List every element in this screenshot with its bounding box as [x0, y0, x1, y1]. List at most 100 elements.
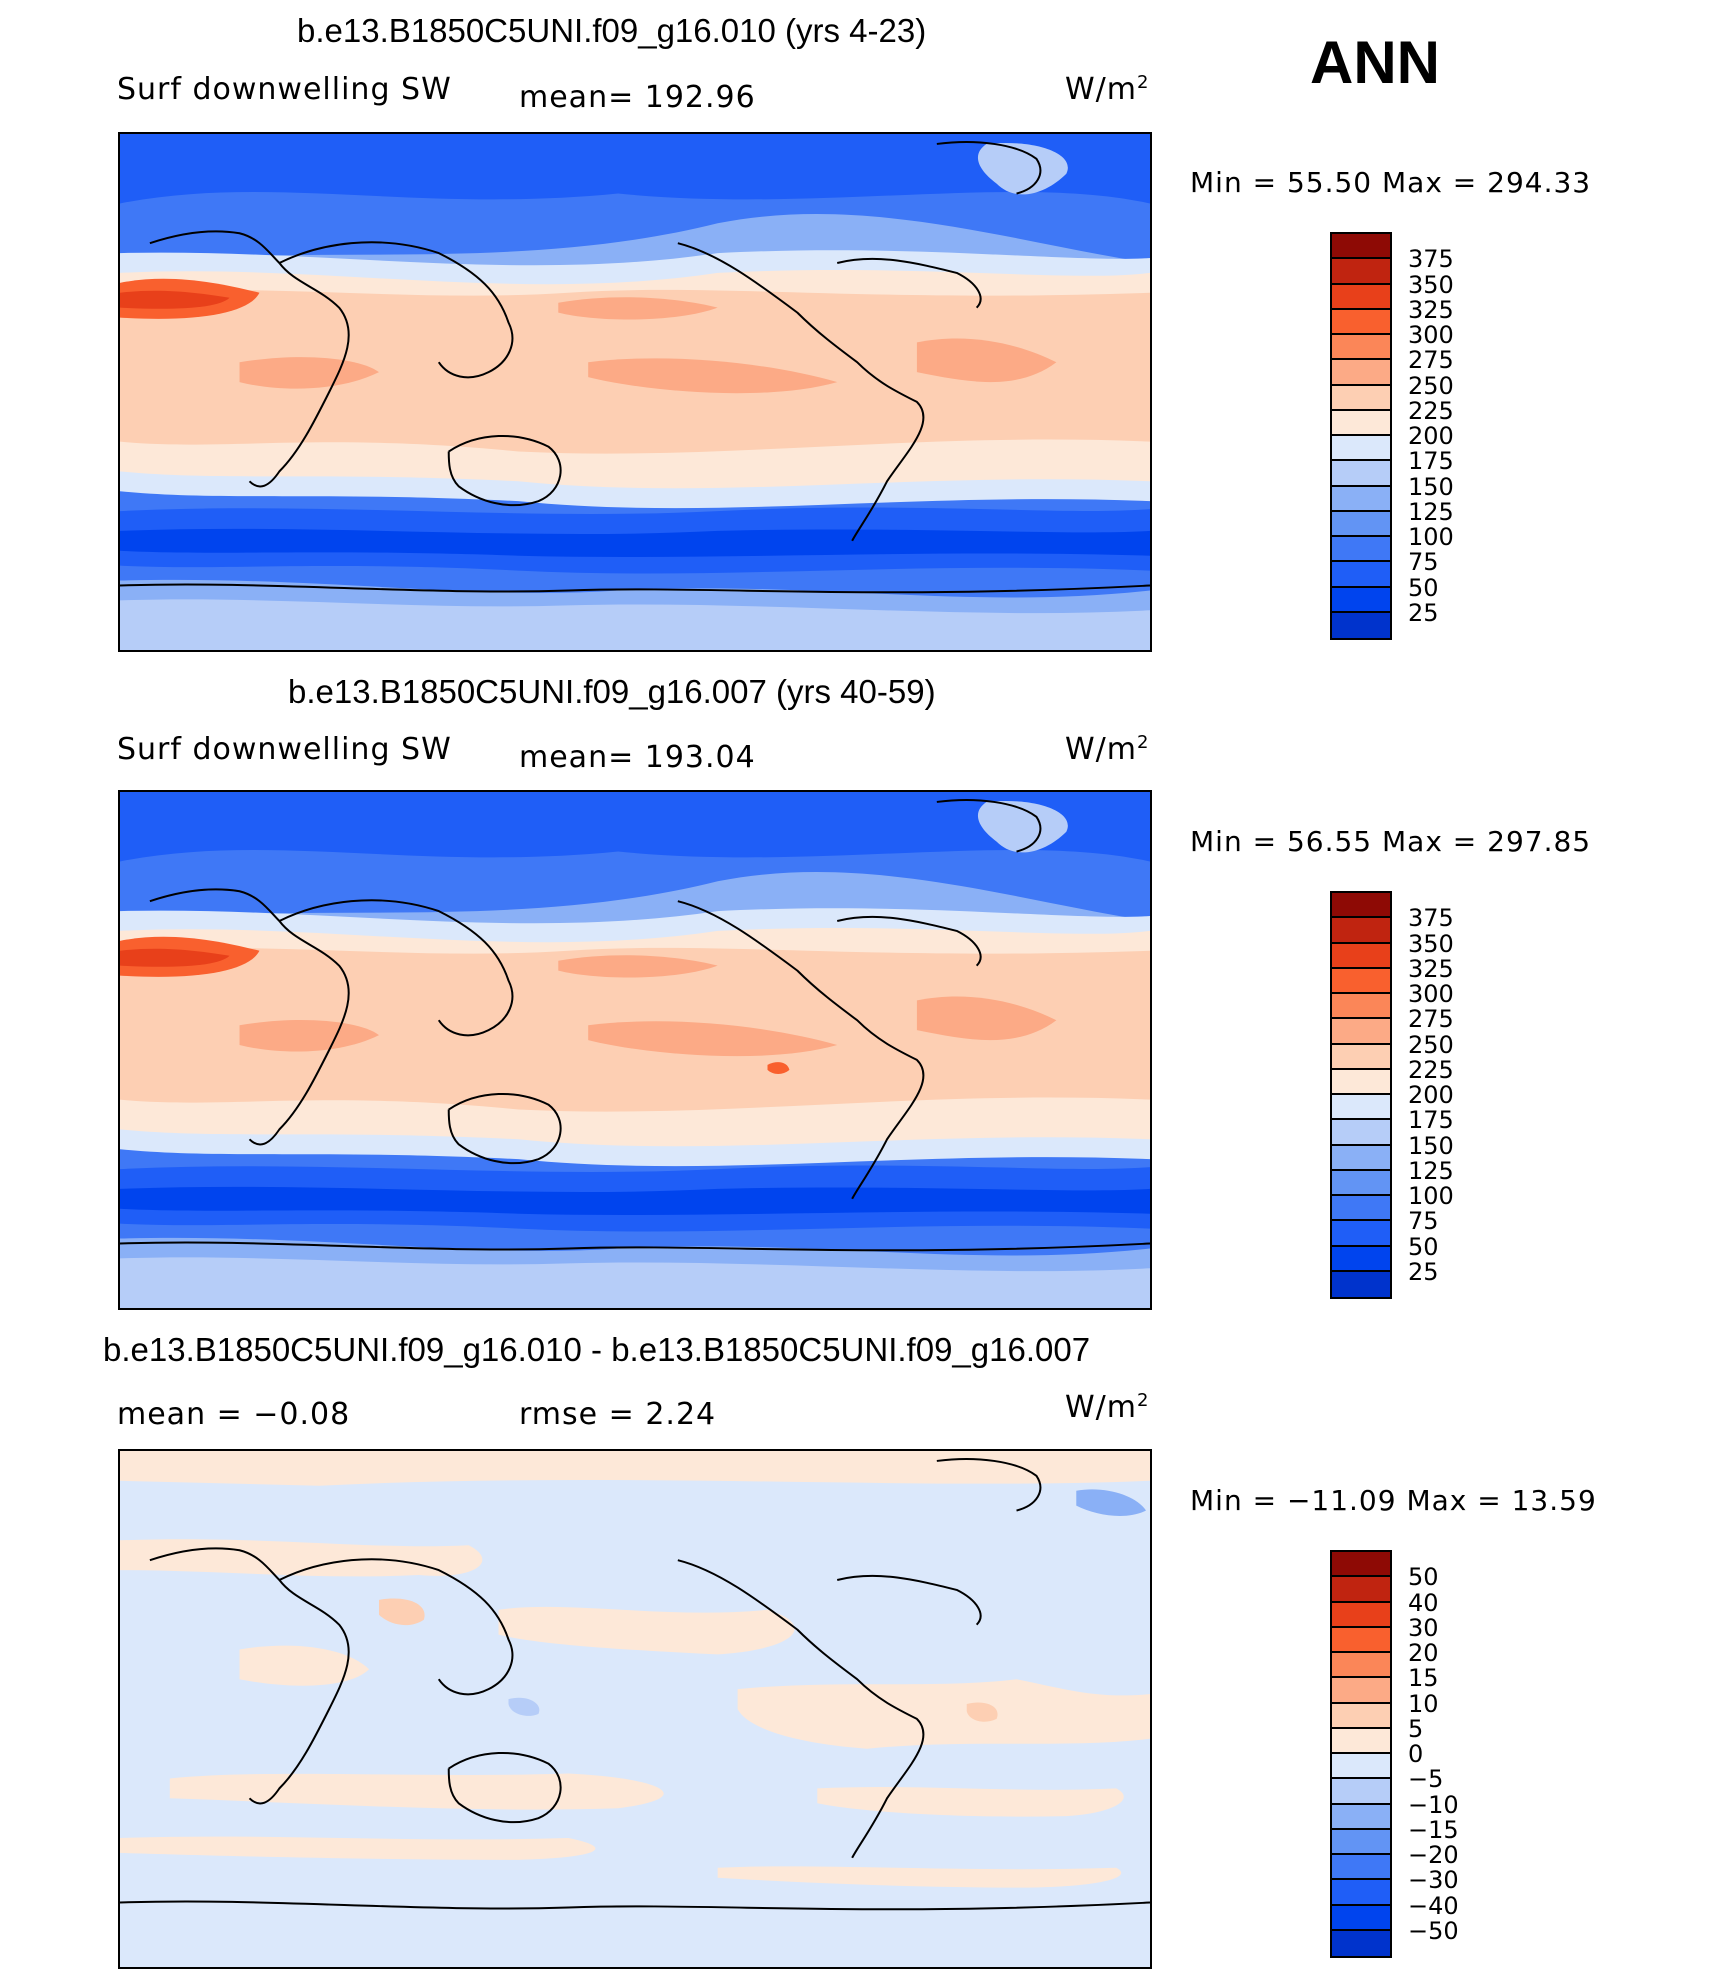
panel-2-min-max: Min = 56.55 Max = 297.85: [1190, 825, 1592, 858]
colorbar-tick-label: 30: [1408, 1613, 1439, 1642]
colorbar-swatch: [1332, 360, 1390, 386]
colorbar-tick-label: 0: [1408, 1740, 1424, 1768]
colorbar-swatch: [1332, 1246, 1390, 1272]
colorbar-tick-label: −20: [1408, 1841, 1459, 1869]
colorbar-tick-label: 15: [1408, 1664, 1439, 1693]
panel-2-map: [118, 790, 1152, 1310]
panel-1-title: b.e13.B1850C5UNI.f09_g16.010 (yrs 4-23): [297, 12, 927, 49]
colorbar-tick-label: 150: [1408, 472, 1454, 501]
panel-2-colorbar: [1330, 891, 1392, 1299]
colorbar-tick-label: 100: [1408, 523, 1454, 551]
colorbar-tick-label: 175: [1408, 447, 1454, 476]
panel-3-rmse: rmse = 2.24: [519, 1397, 717, 1432]
colorbar-tick-label: 350: [1408, 270, 1454, 299]
colorbar-swatch: [1332, 1271, 1390, 1297]
colorbar-swatch: [1332, 1069, 1390, 1095]
colorbar-tick-label: −15: [1408, 1815, 1459, 1844]
colorbar-swatch: [1332, 1728, 1390, 1754]
colorbar-swatch: [1332, 486, 1390, 512]
colorbar-tick-label: 375: [1408, 245, 1454, 274]
panel-1-map: [118, 132, 1152, 652]
colorbar-tick-label: 20: [1408, 1639, 1439, 1667]
panel-1-min-max: Min = 55.50 Max = 294.33: [1190, 166, 1592, 199]
colorbar-swatch: [1332, 385, 1390, 411]
colorbar-swatch: [1332, 1577, 1390, 1603]
colorbar-tick-label: 10: [1408, 1689, 1439, 1718]
colorbar-swatch: [1332, 1754, 1390, 1780]
colorbar-swatch: [1332, 284, 1390, 310]
colorbar-swatch: [1332, 234, 1390, 260]
colorbar-tick-label: 75: [1408, 1207, 1439, 1236]
colorbar-swatch: [1332, 537, 1390, 563]
colorbar-swatch: [1332, 562, 1390, 588]
panel-2-title: b.e13.B1850C5UNI.f09_g16.007 (yrs 40-59): [288, 673, 936, 710]
colorbar-swatch: [1332, 994, 1390, 1020]
colorbar-tick-label: 75: [1408, 548, 1439, 577]
colorbar-tick-label: −50: [1408, 1916, 1459, 1945]
colorbar-swatch: [1332, 1196, 1390, 1222]
colorbar-tick-label: 325: [1408, 954, 1454, 983]
panel-1-mean: mean= 192.96: [519, 80, 756, 115]
colorbar-swatch: [1332, 1095, 1390, 1121]
panel-1-variable: Surf downwelling SW: [117, 72, 452, 107]
colorbar-swatch: [1332, 893, 1390, 919]
colorbar-swatch: [1332, 436, 1390, 462]
panel-1-units: W/m2: [1065, 72, 1150, 107]
colorbar-tick-label: 25: [1408, 598, 1439, 627]
colorbar-tick-label: 300: [1408, 321, 1454, 349]
colorbar-tick-label: 50: [1408, 1563, 1439, 1592]
colorbar-tick-label: 350: [1408, 929, 1454, 958]
panel-3-units: W/m2: [1065, 1390, 1150, 1425]
colorbar-tick-label: 50: [1408, 573, 1439, 602]
colorbar-tick-label: 5: [1408, 1714, 1424, 1743]
colorbar-tick-label: −5: [1408, 1765, 1444, 1794]
colorbar-swatch: [1332, 587, 1390, 613]
colorbar-swatch: [1332, 1880, 1390, 1906]
colorbar-swatch: [1332, 1145, 1390, 1171]
colorbar-tick-label: −40: [1408, 1891, 1459, 1920]
colorbar-tick-label: 50: [1408, 1232, 1439, 1261]
colorbar-tick-label: 225: [1408, 396, 1454, 425]
panel-3-map-svg: [120, 1451, 1150, 1967]
panel-3-min-max: Min = −11.09 Max = 13.59: [1190, 1484, 1597, 1517]
colorbar-tick-label: 25: [1408, 1257, 1439, 1286]
colorbar-swatch: [1332, 1170, 1390, 1196]
colorbar-swatch: [1332, 968, 1390, 994]
panel-1-map-svg: [120, 134, 1150, 650]
colorbar-tick-label: 125: [1408, 1156, 1454, 1185]
colorbar-swatch: [1332, 1905, 1390, 1931]
colorbar-swatch: [1332, 1703, 1390, 1729]
colorbar-tick-label: 325: [1408, 295, 1454, 324]
colorbar-swatch: [1332, 461, 1390, 487]
colorbar-tick-label: 200: [1408, 422, 1454, 450]
colorbar-tick-label: 275: [1408, 346, 1454, 375]
colorbar-swatch: [1332, 410, 1390, 436]
panel-3-title: b.e13.B1850C5UNI.f09_g16.010 - b.e13.B18…: [103, 1331, 1091, 1368]
colorbar-tick-label: −30: [1408, 1866, 1459, 1895]
colorbar-swatch: [1332, 1221, 1390, 1247]
colorbar-swatch: [1332, 1678, 1390, 1704]
panel-3-colorbar: [1330, 1550, 1392, 1958]
colorbar-swatch: [1332, 612, 1390, 638]
panel-1-colorbar: [1330, 232, 1392, 640]
colorbar-tick-label: 40: [1408, 1588, 1439, 1617]
colorbar-swatch: [1332, 1552, 1390, 1578]
colorbar-tick-label: 175: [1408, 1106, 1454, 1135]
colorbar-swatch: [1332, 1044, 1390, 1070]
colorbar-tick-label: 250: [1408, 371, 1454, 400]
colorbar-swatch: [1332, 1930, 1390, 1956]
colorbar-swatch: [1332, 1653, 1390, 1679]
panel-2-map-svg: [120, 792, 1150, 1308]
colorbar-tick-label: 250: [1408, 1030, 1454, 1059]
colorbar-tick-label: 200: [1408, 1081, 1454, 1109]
colorbar-swatch: [1332, 1829, 1390, 1855]
season-label: ANN: [1310, 29, 1440, 96]
colorbar-tick-label: 125: [1408, 497, 1454, 526]
panel-2-variable: Surf downwelling SW: [117, 732, 452, 767]
panel-2-mean: mean= 193.04: [519, 740, 756, 775]
colorbar-swatch: [1332, 918, 1390, 944]
colorbar-tick-label: 375: [1408, 904, 1454, 933]
panel-3-map: [118, 1449, 1152, 1969]
colorbar-swatch: [1332, 1855, 1390, 1881]
colorbar-tick-label: 275: [1408, 1005, 1454, 1034]
